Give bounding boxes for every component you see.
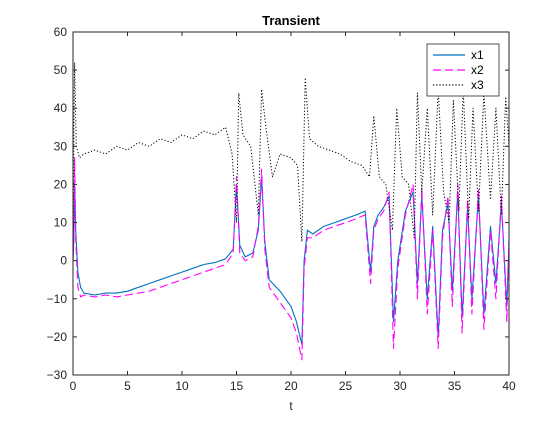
series-layer <box>72 62 510 361</box>
x-tick-label: 15 <box>230 379 244 393</box>
x-tick-label: 10 <box>175 379 189 393</box>
series-line-x3 <box>72 62 510 261</box>
legend-label-x3: x3 <box>471 78 484 92</box>
legend-label-x2: x2 <box>471 63 484 77</box>
x-tick-label: 35 <box>448 379 462 393</box>
y-tick-label: 10 <box>54 216 68 230</box>
series-line-x2 <box>72 157 510 361</box>
y-tick-label: 0 <box>60 254 67 268</box>
y-tick-label: −20 <box>47 330 68 344</box>
y-tick-label: −10 <box>47 292 68 306</box>
y-tick-label: −30 <box>47 368 68 382</box>
x-tick-label: 0 <box>70 379 77 393</box>
legend-label-x1: x1 <box>471 48 484 62</box>
y-tick-label: 50 <box>54 63 68 77</box>
x-tick-label: 30 <box>393 379 407 393</box>
y-tick-label: 40 <box>54 101 68 115</box>
x-axis-label: t <box>289 399 293 413</box>
chart-title: Transient <box>262 13 320 28</box>
y-tick-label: 60 <box>54 25 68 39</box>
x-tick-label: 20 <box>284 379 298 393</box>
x-tick-label: 5 <box>124 379 131 393</box>
x-tick-label: 40 <box>502 379 516 393</box>
y-tick-label: 30 <box>54 139 68 153</box>
ticks-layer: 0 5 10 15 20 25 30 35 40 −30 −20 −10 0 10 20 30 40 50 60 <box>47 25 516 393</box>
x-tick-label: 25 <box>339 379 353 393</box>
y-tick-label: 20 <box>54 177 68 191</box>
